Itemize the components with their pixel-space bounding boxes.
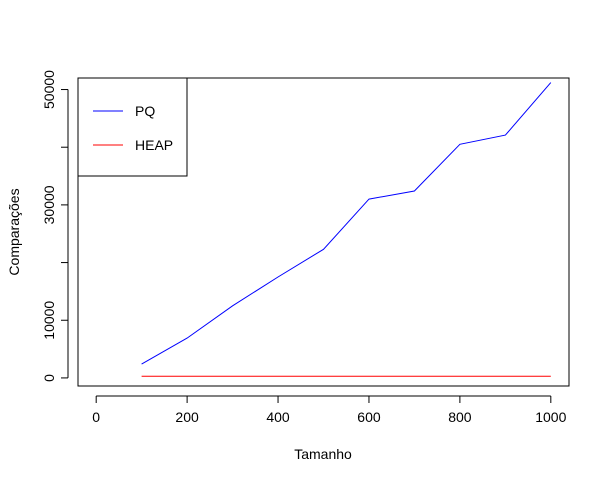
y-tick-label: 0	[41, 374, 57, 382]
x-tick-label: 1000	[535, 409, 566, 425]
legend-box	[77, 77, 188, 177]
x-tick-label: 200	[175, 409, 199, 425]
legend: PQ HEAP	[77, 77, 188, 177]
y-axis: 0 10000 30000 50000	[41, 70, 69, 382]
y-tick-label: 30000	[41, 185, 57, 224]
x-tick-label: 600	[357, 409, 381, 425]
y-tick-label: 50000	[41, 70, 57, 109]
x-tick-label: 800	[448, 409, 472, 425]
legend-label-pq: PQ	[135, 103, 155, 119]
y-tick-label: 10000	[41, 301, 57, 340]
y-axis-label: Comparações	[6, 188, 22, 275]
x-tick-label: 0	[92, 409, 100, 425]
plot-area-frame	[77, 77, 570, 387]
series-lines	[141, 82, 552, 377]
x-axis: 0 200 400 600 800 1000	[92, 395, 567, 425]
series-line-pq	[141, 82, 552, 365]
legend-label-heap: HEAP	[135, 137, 173, 153]
x-axis-label: Tamanho	[294, 446, 352, 462]
x-tick-label: 400	[266, 409, 290, 425]
